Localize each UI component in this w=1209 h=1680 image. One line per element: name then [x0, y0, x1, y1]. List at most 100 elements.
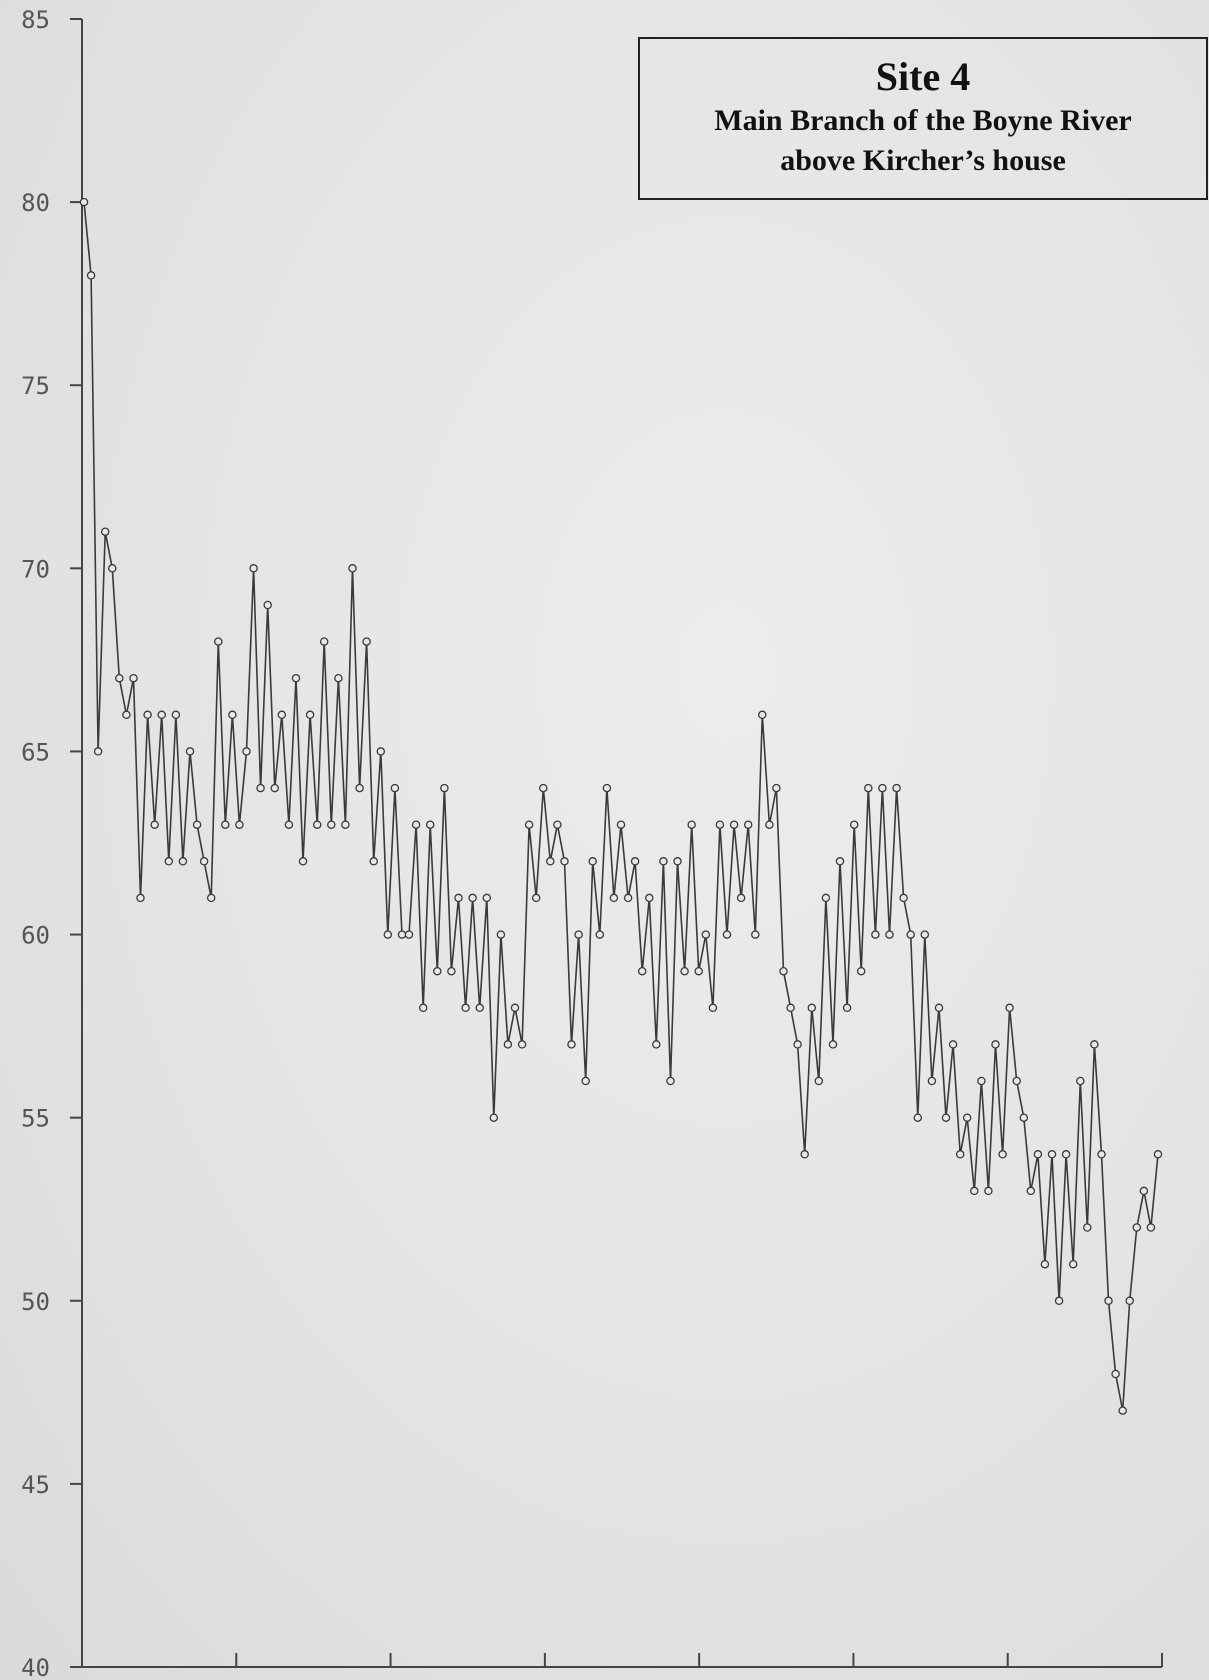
chart-axes: [81, 19, 1162, 1668]
data-point: [927, 1076, 937, 1086]
data-point: [687, 820, 696, 829]
data-point: [715, 820, 725, 829]
data-point: [447, 966, 456, 976]
data-point: [609, 893, 619, 903]
data-point: [765, 820, 774, 829]
chart-subtitle-line-1: Main Branch of the Boyne River: [714, 104, 1132, 137]
series-points: [79, 197, 1163, 1415]
data-point: [1012, 1076, 1021, 1086]
data-point: [440, 783, 449, 793]
data-point: [418, 1003, 428, 1013]
data-point: [277, 710, 287, 720]
series-line: [83, 202, 1159, 1411]
data-point: [468, 893, 477, 903]
data-point: [955, 1150, 965, 1159]
data-point: [157, 710, 166, 720]
data-point: [892, 783, 901, 793]
data-point: [496, 930, 506, 939]
y-tick-label: 55: [21, 1105, 50, 1133]
data-point: [93, 747, 103, 756]
data-point: [1005, 1003, 1014, 1013]
data-point: [539, 783, 548, 793]
data-point: [319, 637, 329, 646]
data-point: [390, 783, 400, 793]
data-point: [913, 1113, 923, 1122]
data-point: [680, 966, 689, 976]
data-point: [970, 1186, 979, 1196]
data-point: [376, 747, 386, 756]
data-point: [630, 857, 640, 866]
data-point: [256, 783, 265, 793]
data-point: [616, 820, 626, 829]
data-point: [404, 930, 414, 939]
data-point: [743, 820, 753, 829]
data-point: [736, 893, 746, 903]
data-point: [298, 857, 308, 866]
data-point: [673, 857, 682, 866]
data-point: [553, 820, 562, 829]
data-point: [871, 930, 880, 939]
data-point: [581, 1076, 590, 1086]
y-tick-label: 80: [21, 189, 50, 217]
y-tick-label: 75: [21, 372, 50, 400]
data-point: [489, 1113, 499, 1122]
data-point: [1076, 1076, 1085, 1086]
data-point: [108, 564, 117, 573]
data-point: [199, 857, 209, 866]
data-point: [722, 930, 732, 939]
data-point: [178, 857, 188, 866]
data-point: [1054, 1296, 1064, 1306]
data-point: [758, 710, 767, 720]
data-point: [772, 783, 781, 793]
data-point: [510, 1003, 520, 1013]
data-point: [849, 820, 859, 829]
y-tick-label: 70: [21, 555, 50, 583]
data-point: [1033, 1150, 1043, 1159]
data-point: [567, 1040, 576, 1049]
data-point: [425, 820, 435, 829]
data-point: [1125, 1296, 1134, 1306]
data-point: [164, 857, 174, 866]
data-point: [291, 673, 301, 683]
data-point: [941, 1113, 951, 1122]
y-tick-label: 85: [21, 6, 50, 34]
data-point: [206, 893, 216, 903]
data-point: [602, 783, 612, 793]
data-point: [341, 820, 350, 829]
data-point: [475, 1003, 484, 1013]
data-point: [305, 710, 315, 720]
data-point: [185, 747, 195, 756]
data-point: [659, 857, 668, 866]
data-point: [362, 637, 371, 646]
data-point: [214, 637, 223, 646]
data-point: [835, 857, 845, 866]
data-point: [228, 710, 237, 720]
data-point: [524, 820, 534, 829]
data-point: [701, 930, 711, 939]
data-point: [171, 710, 181, 720]
data-point: [878, 783, 887, 793]
data-point: [652, 1040, 661, 1049]
y-tick-label: 60: [21, 922, 50, 950]
data-point: [221, 820, 230, 829]
data-point: [143, 710, 152, 720]
data-point: [482, 893, 492, 903]
data-point: [645, 893, 654, 903]
data-point: [235, 820, 244, 829]
data-point: [595, 930, 605, 939]
data-point: [793, 1040, 802, 1049]
y-tick-label: 40: [21, 1654, 50, 1680]
data-point: [312, 820, 322, 829]
data-point: [115, 673, 124, 683]
data-point: [411, 820, 421, 829]
data-point: [1132, 1223, 1142, 1232]
data-point: [1097, 1150, 1106, 1159]
data-point: [779, 966, 788, 976]
data-point: [948, 1040, 958, 1049]
data-point: [807, 1003, 817, 1013]
data-point: [821, 893, 831, 903]
data-point: [86, 271, 96, 280]
data-point: [100, 527, 110, 536]
data-point: [383, 930, 393, 939]
y-tick-label: 45: [21, 1471, 50, 1499]
